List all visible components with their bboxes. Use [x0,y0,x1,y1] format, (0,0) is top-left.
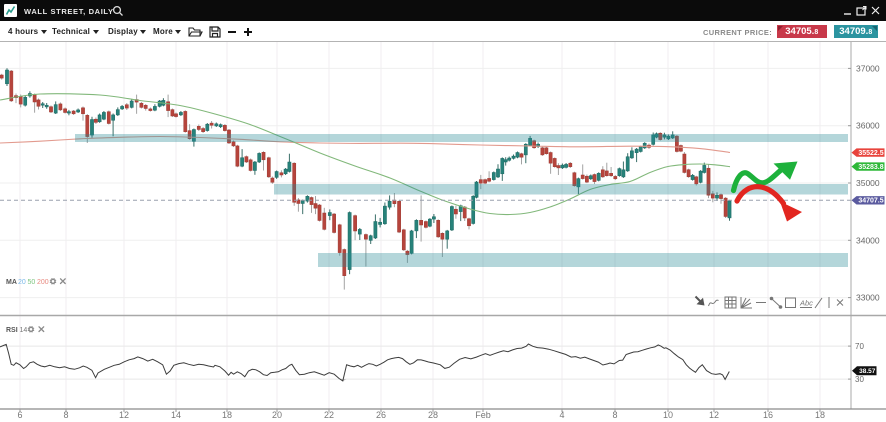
svg-text:50: 50 [28,279,36,286]
svg-text:12: 12 [709,410,719,420]
svg-text:RSI: RSI [6,327,18,334]
svg-text:14: 14 [171,410,181,420]
svg-text:8: 8 [63,410,68,420]
svg-text:8: 8 [612,410,617,420]
svg-text:200: 200 [37,279,49,286]
svg-text:37000: 37000 [856,63,880,73]
svg-text:MA: MA [6,279,17,286]
svg-text:70: 70 [855,342,864,351]
svg-text:34707.5: 34707.5 [858,198,883,205]
svg-text:Abc: Abc [799,299,813,308]
svg-text:16: 16 [763,410,773,420]
svg-text:34000: 34000 [856,235,880,245]
svg-text:20: 20 [272,410,282,420]
svg-text:6: 6 [17,410,22,420]
svg-text:35283.8: 35283.8 [858,164,883,171]
svg-text:10: 10 [663,410,673,420]
svg-text:12: 12 [119,410,129,420]
svg-text:20: 20 [18,279,26,286]
svg-text:22: 22 [324,410,334,420]
svg-text:14: 14 [20,327,28,334]
svg-text:33000: 33000 [856,293,880,303]
svg-text:Feb: Feb [475,410,491,420]
svg-text:36000: 36000 [856,121,880,131]
svg-text:35000: 35000 [856,178,880,188]
svg-text:35522.5: 35522.5 [858,150,883,157]
svg-text:28: 28 [428,410,438,420]
svg-text:18: 18 [222,410,232,420]
svg-text:4: 4 [559,410,564,420]
svg-text:26: 26 [376,410,386,420]
svg-text:30: 30 [855,375,864,384]
svg-text:38.57: 38.57 [859,368,876,375]
svg-text:18: 18 [815,410,825,420]
